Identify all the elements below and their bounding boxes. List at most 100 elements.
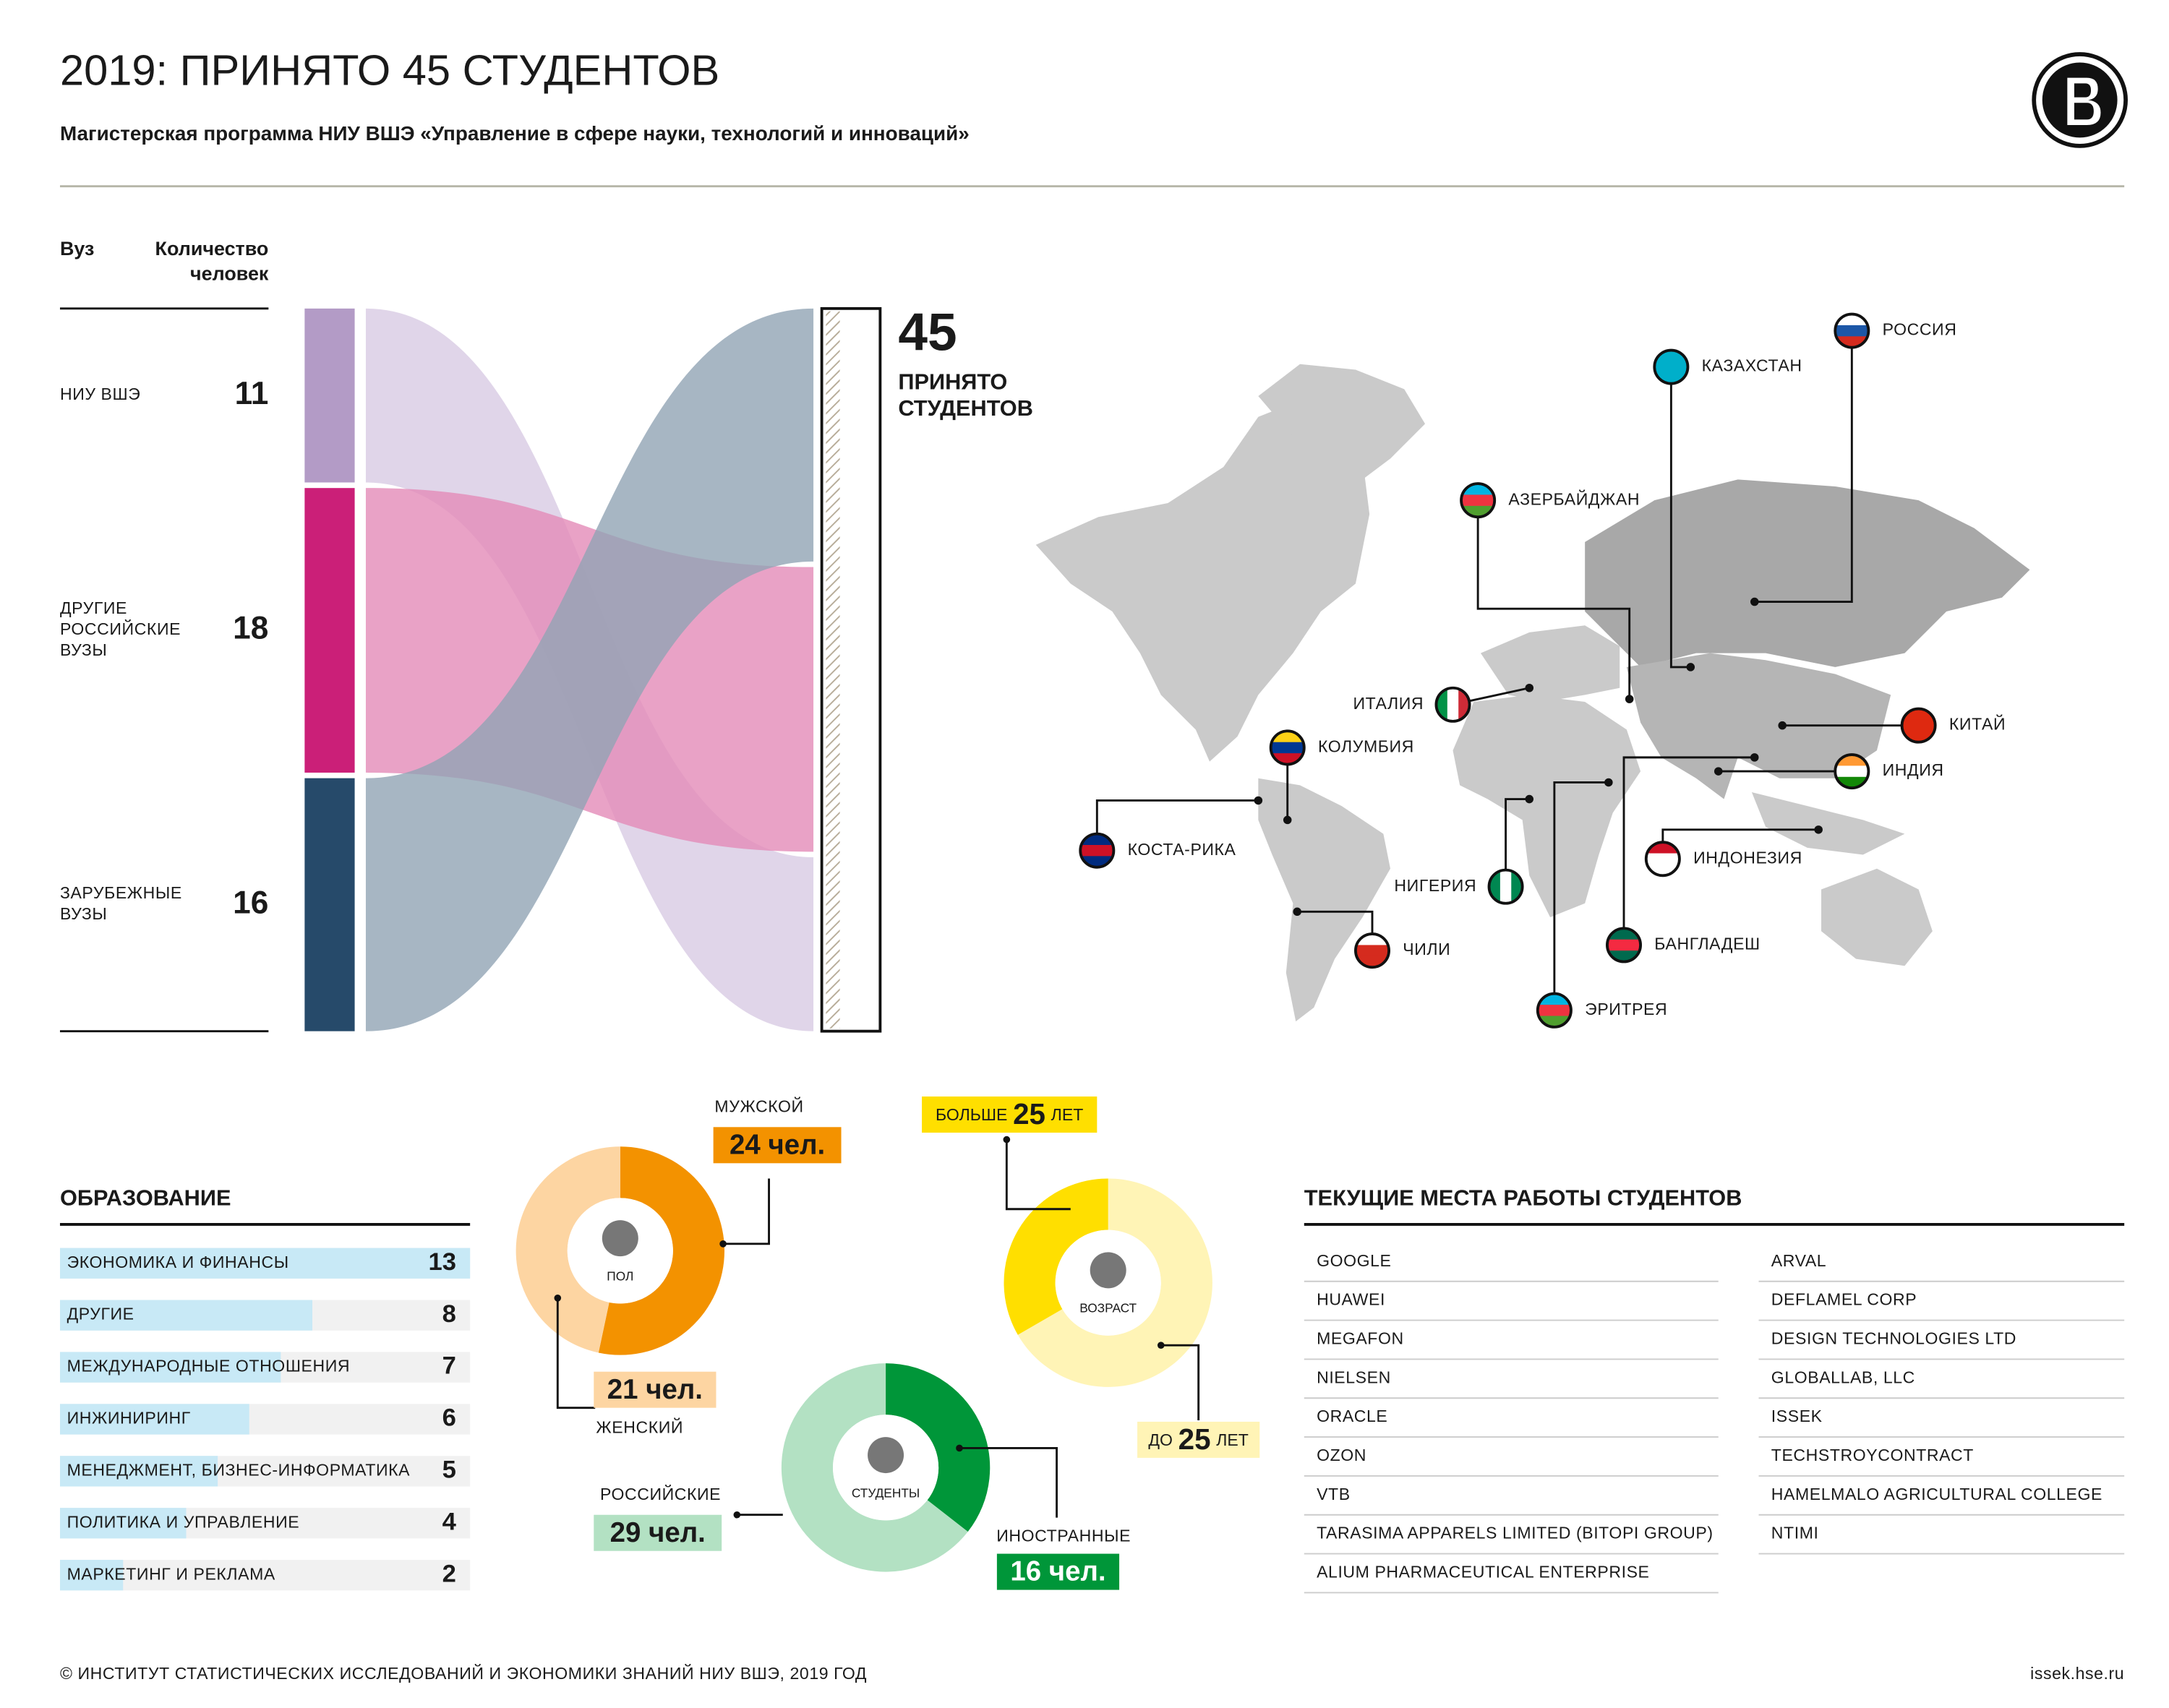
- donut-segment: [886, 1363, 991, 1532]
- center-label: ВОЗРАСТ: [1079, 1301, 1137, 1316]
- country-label: ИНДИЯ: [1883, 760, 1944, 779]
- label-box: [922, 1097, 1098, 1133]
- total-label: ПРИНЯТО СТУДЕНТОВ: [898, 369, 1033, 421]
- flag-stripe: [1500, 870, 1512, 904]
- bar: [59, 1404, 249, 1435]
- employer: ALIUM PHARMACEUTICAL ENTERPRISE: [1317, 1563, 1649, 1582]
- center-label: СТУДЕНТЫ: [852, 1485, 920, 1500]
- source-bar: [304, 308, 355, 483]
- employer: ISSEK: [1771, 1407, 1823, 1425]
- category-label: РОССИЙСКИЕ: [600, 1484, 721, 1503]
- url: issek.hse.ru: [2030, 1664, 2124, 1683]
- bar: [59, 1300, 313, 1331]
- value-label: 11: [235, 376, 269, 411]
- bar-label: ДРУГИЕ: [67, 1305, 134, 1323]
- pin-line: [1754, 330, 1853, 603]
- category-label-line: ДРУГИЕ: [60, 598, 127, 617]
- flag-stripe: [1654, 361, 1687, 373]
- title: 2019: ПРИНЯТО 45 СТУДЕНТОВ: [60, 46, 719, 95]
- value-label: 16: [233, 885, 268, 920]
- label-box: [594, 1371, 716, 1408]
- pin-dot: [1525, 683, 1534, 692]
- employer: TARASIMA APPARELS LIMITED (BITOPI GROUP): [1317, 1524, 1714, 1542]
- value-label: 16 чел.: [1010, 1556, 1105, 1587]
- employer: ARVAL: [1771, 1251, 1826, 1270]
- category-part: 25: [1013, 1097, 1045, 1130]
- category-part: ДО: [1148, 1430, 1173, 1449]
- country-label: КОСТА-РИКА: [1128, 840, 1236, 859]
- country-label: БАНГЛАДЕШ: [1654, 935, 1760, 953]
- center-icon: [602, 1220, 638, 1257]
- country-label: КИТАЙ: [1949, 714, 2006, 734]
- leader-line: [723, 1178, 770, 1245]
- flag-ring: [1834, 753, 1870, 790]
- logo: [2032, 52, 2128, 148]
- bar-label: ЭКОНОМИКА И ФИНАНСЫ: [67, 1253, 289, 1271]
- bar-label: ИНЖИНИРИНГ: [67, 1409, 191, 1428]
- pin-dot: [1293, 907, 1301, 917]
- flag-ring: [1354, 932, 1390, 969]
- flag-ring: [1644, 841, 1681, 877]
- total-hatch: [826, 311, 840, 1029]
- category-label: БОЛЬШЕ 25 ЛЕТ: [936, 1097, 1083, 1130]
- flag-ring: [1487, 868, 1524, 905]
- label-box: [594, 1514, 722, 1551]
- donut-segment: [1017, 1178, 1212, 1387]
- pin-dot: [1750, 753, 1759, 762]
- flag-stripe: [1447, 688, 1459, 721]
- employer: DEFLAMEL CORP: [1771, 1290, 1917, 1309]
- category-label: ЖЕНСКИЙ: [596, 1417, 683, 1437]
- pin-dot: [1625, 695, 1634, 703]
- source-bar: [304, 778, 355, 1031]
- flag-ring: [1079, 832, 1116, 869]
- pin-dot: [1604, 778, 1613, 787]
- flag-stripe: [1646, 854, 1680, 865]
- label-box: [1137, 1421, 1260, 1458]
- employer: TECHSTROYCONTRACT: [1771, 1446, 1974, 1464]
- leader-line: [1005, 1139, 1071, 1211]
- employer: NTIMI: [1771, 1524, 1819, 1542]
- flag: [1538, 994, 1571, 1028]
- category-label: ИНОСТРАННЫЕ: [996, 1527, 1131, 1545]
- employer: GLOBALLAB, LLC: [1771, 1368, 1915, 1386]
- category-label: МУЖСКОЙ: [714, 1096, 803, 1115]
- country-label: ИТАЛИЯ: [1353, 694, 1424, 713]
- pin-dot: [1778, 721, 1787, 730]
- category-part: ЛЕТ: [1216, 1430, 1249, 1449]
- flag-stripe: [1835, 765, 1868, 777]
- leader-dot: [956, 1444, 963, 1452]
- copyright: © ИНСТИТУТ СТАТИСТИЧЕСКИХ ИССЛЕДОВАНИЙ И…: [60, 1663, 867, 1683]
- employer: VTB: [1317, 1485, 1351, 1503]
- value-label: 29 чел.: [610, 1517, 706, 1548]
- total-label-line: ПРИНЯТО: [898, 369, 1007, 395]
- country-label: АЗЕРБАЙДЖАН: [1508, 489, 1640, 508]
- employer: ORACLE: [1317, 1407, 1387, 1425]
- subtitle: Магистерская программа НИУ ВШЭ «Управлен…: [60, 122, 970, 145]
- pin-line: [1622, 756, 1755, 945]
- leader-line: [959, 1447, 1058, 1518]
- flag-stripe: [1538, 1005, 1571, 1016]
- category-part: ЛЕТ: [1051, 1105, 1084, 1124]
- value-label: 24 чел.: [730, 1129, 825, 1160]
- center-icon: [1090, 1252, 1126, 1289]
- flag-stripe: [1080, 845, 1113, 857]
- bar: [59, 1508, 187, 1539]
- pin-dot: [1686, 663, 1695, 671]
- leader-dot: [719, 1240, 727, 1248]
- category-label-line: НИУ ВШЭ: [60, 385, 140, 403]
- donut-segment: [781, 1363, 968, 1572]
- value-label: 18: [233, 611, 268, 646]
- pin-line: [1505, 798, 1530, 887]
- pin-line: [1669, 366, 1691, 669]
- category-label: ДРУГИЕ РОССИЙСКИЕ ВУЗЫ: [60, 598, 181, 659]
- column-label: Вуз: [60, 238, 94, 259]
- employers-title: ТЕКУЩИЕ МЕСТА РАБОТЫ СТУДЕНТОВ: [1304, 1185, 1742, 1210]
- pin-dot: [1525, 794, 1534, 804]
- flag-ring: [1460, 482, 1497, 519]
- bar: [59, 1352, 281, 1383]
- employer: GOOGLE: [1317, 1251, 1391, 1270]
- donut-segment: [598, 1146, 725, 1355]
- employer: HUAWEI: [1317, 1290, 1385, 1309]
